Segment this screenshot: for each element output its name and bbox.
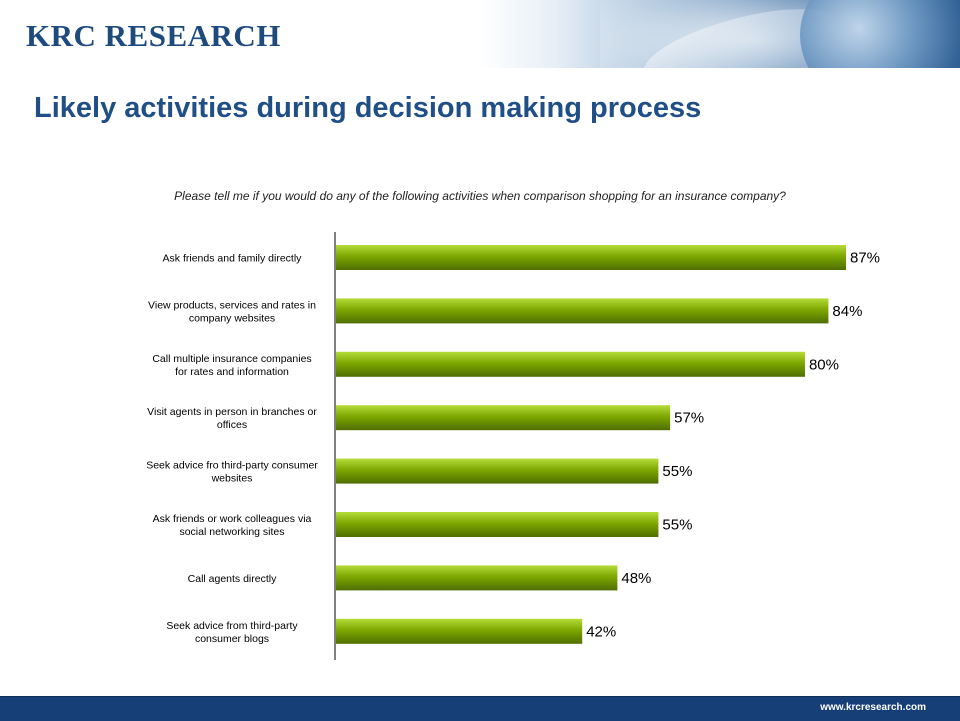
footer-url: www.krcresearch.com <box>820 702 926 713</box>
category-label-6: Ask friends or work colleagues via social… <box>153 513 312 538</box>
survey-question: Please tell me if you would do any of th… <box>174 189 786 203</box>
bar-2 <box>336 298 829 324</box>
bar-4 <box>336 405 671 431</box>
value-label-3: 80% <box>809 356 839 373</box>
bar-6 <box>336 512 659 537</box>
value-label-7: 48% <box>621 570 651 587</box>
bar-1 <box>336 245 846 270</box>
category-label-2: View products, services and rates in comp… <box>148 299 316 324</box>
value-label-1: 87% <box>850 250 880 267</box>
value-label-6: 55% <box>662 517 692 534</box>
banner-globe-graphic <box>800 0 960 68</box>
bar-5 <box>336 458 659 484</box>
category-label-8: Seek advice from third-party consumer blo… <box>166 620 298 645</box>
value-label-8: 42% <box>586 623 616 640</box>
footer-bar: www.krcresearch.com <box>0 696 960 721</box>
value-label-4: 57% <box>674 410 704 427</box>
category-label-3: Call multiple insurance companies for rat… <box>152 353 311 378</box>
bar-7 <box>336 565 618 591</box>
value-label-5: 55% <box>662 463 692 480</box>
page-title: Likely activities during decision making… <box>34 92 702 124</box>
bar-chart: 87% Ask friends and family directly 84% Vie… <box>146 232 880 660</box>
value-label-2: 84% <box>832 303 862 320</box>
bar-8 <box>336 618 583 644</box>
category-label-1: Ask friends and family directly <box>163 253 303 265</box>
bar-series: 87% Ask friends and family directly 84% Vie… <box>146 245 880 645</box>
category-label-7: Call agents directly <box>188 573 277 585</box>
header-banner: KRC RESEARCH <box>0 0 960 68</box>
category-label-4: Visit agents in person in branches or off… <box>147 406 317 431</box>
category-label-5: Seek advice fro third-party consumer webs… <box>146 460 318 485</box>
brand-logo: KRC RESEARCH <box>26 18 281 53</box>
bar-3 <box>336 351 805 377</box>
